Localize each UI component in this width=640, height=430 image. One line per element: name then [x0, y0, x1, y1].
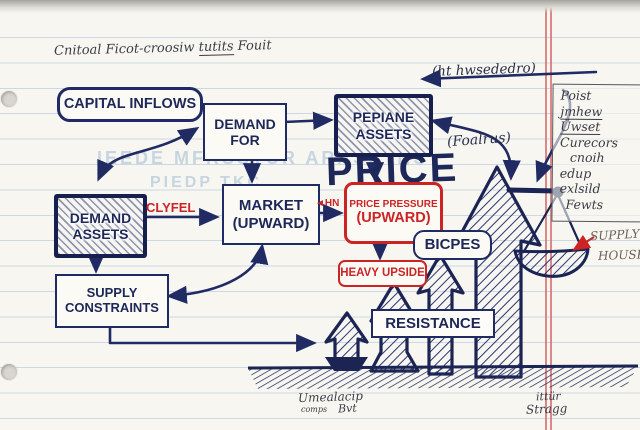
bottom-left-scribble-small: comps	[301, 405, 328, 414]
arrow-demandfor-to-pepiane	[282, 111, 334, 130]
arrow-foalrus-curve	[430, 116, 521, 181]
price-big-up-arrow	[453, 165, 542, 379]
bicpes-box: BICPES	[413, 230, 492, 260]
capital-inflows-box: CAPITAL INFLOWS	[57, 87, 203, 122]
arrow-market-supply-cycle	[166, 243, 269, 304]
red-arrow-to-scale-pan	[572, 234, 595, 251]
demand-assets-box: DEMAND ASSETS	[54, 194, 147, 258]
arrow-hwsededro-underline	[420, 69, 598, 88]
ground-hatch	[248, 366, 638, 389]
hn-label: ◄HN	[315, 198, 340, 209]
arrow-supply-to-ground-arrows	[108, 323, 317, 353]
market-upward-box: MARKET (UPWARD)	[222, 184, 320, 245]
red-margin-line	[550, 0, 552, 430]
supply-pointer-label: SUPPLY	[589, 226, 640, 244]
paper-top-edge	[0, 0, 640, 13]
houske-pointer-label: HOUSKE	[597, 247, 640, 263]
bottom-left-scribble-2: Bvt	[337, 401, 358, 416]
supply-constraints-box: SUPPLY CONSTRAINTS	[55, 274, 169, 328]
heavy-upside-box: HEAVY UPSIDE	[338, 260, 427, 287]
resistance-box: RESISTANCE	[371, 309, 495, 338]
ground-line	[247, 364, 639, 370]
bottom-right-scribble-2: Stragg	[525, 401, 568, 417]
side-notes-panel: Poist jmhew Üwset Curecors cnoih edup ex…	[551, 83, 640, 223]
up-arrow-1	[324, 311, 369, 361]
arrow-capital-to-demandfor-and-demandassets	[97, 126, 200, 182]
clyfel-label: CLYFEL	[146, 200, 196, 215]
punch-hole	[1, 91, 17, 107]
pepiane-assets-box: PEPIANE ASSETS	[334, 94, 433, 157]
punch-hole	[1, 364, 17, 380]
demand-for-box: DEMAND FOR	[203, 103, 287, 161]
